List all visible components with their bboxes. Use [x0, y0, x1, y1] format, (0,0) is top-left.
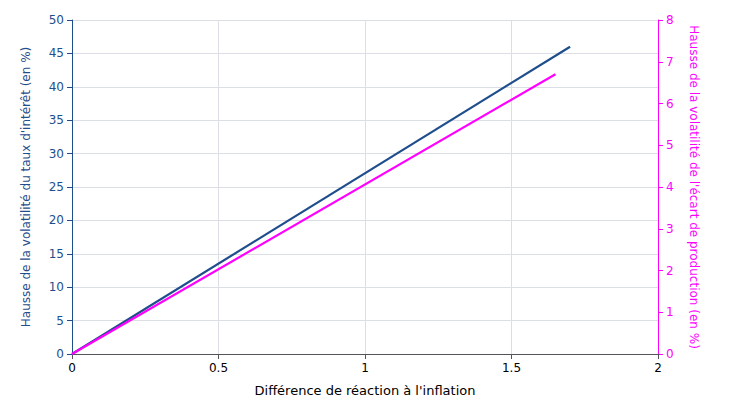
svg-text:0: 0: [666, 347, 674, 361]
svg-text:30: 30: [49, 147, 64, 161]
svg-text:10: 10: [49, 280, 64, 294]
svg-text:2: 2: [654, 361, 662, 375]
svg-text:8: 8: [666, 13, 674, 27]
svg-text:4: 4: [666, 180, 674, 194]
svg-text:35: 35: [49, 113, 64, 127]
svg-text:25: 25: [49, 180, 64, 194]
svg-text:2: 2: [666, 264, 674, 278]
svg-text:5: 5: [666, 138, 674, 152]
svg-text:40: 40: [49, 80, 64, 94]
svg-text:0: 0: [56, 347, 64, 361]
svg-text:0: 0: [68, 361, 76, 375]
svg-text:50: 50: [49, 13, 64, 27]
svg-text:3: 3: [666, 222, 674, 236]
svg-text:15: 15: [49, 247, 64, 261]
svg-text:20: 20: [49, 213, 64, 227]
svg-text:1: 1: [666, 305, 674, 319]
svg-text:Différence de réaction à l'inf: Différence de réaction à l'inflation: [255, 383, 476, 398]
svg-text:0.5: 0.5: [209, 361, 228, 375]
svg-text:1: 1: [361, 361, 369, 375]
svg-text:45: 45: [49, 46, 64, 60]
svg-text:Hausse de la volatilité du tau: Hausse de la volatilité du taux d'intérê…: [19, 47, 33, 327]
svg-text:Hausse de la volatilité de l'é: Hausse de la volatilité de l'écart de pr…: [687, 25, 701, 349]
svg-text:5: 5: [56, 314, 64, 328]
svg-text:1.5: 1.5: [502, 361, 521, 375]
svg-text:6: 6: [666, 97, 674, 111]
svg-text:7: 7: [666, 55, 674, 69]
